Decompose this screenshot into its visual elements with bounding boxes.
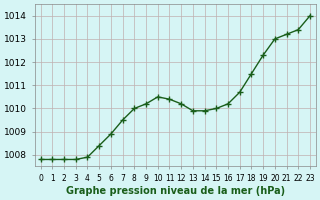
X-axis label: Graphe pression niveau de la mer (hPa): Graphe pression niveau de la mer (hPa) (66, 186, 285, 196)
